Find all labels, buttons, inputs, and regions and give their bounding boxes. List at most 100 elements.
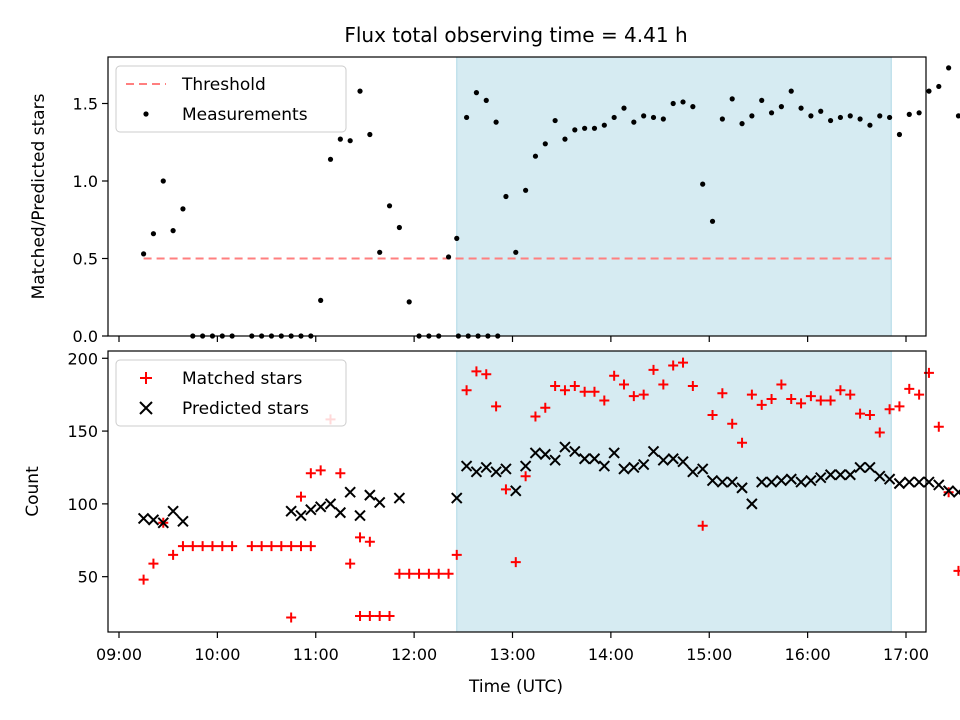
data-point (180, 206, 186, 212)
data-point (601, 122, 607, 128)
data-point (510, 557, 521, 568)
data-point (690, 104, 696, 110)
data-point (883, 473, 896, 485)
data-point (736, 482, 748, 494)
x-tick-label: 10:00 (194, 645, 240, 664)
data-point (433, 568, 444, 579)
data-point (137, 512, 150, 525)
data-point (344, 486, 356, 498)
data-point (906, 111, 912, 117)
data-point (824, 469, 837, 481)
data-point (572, 127, 578, 133)
data-point (315, 465, 326, 476)
data-point (955, 113, 960, 119)
y-tick-label: 1.5 (73, 95, 98, 114)
data-point (217, 541, 228, 552)
data-point (765, 476, 778, 488)
data-point (150, 231, 157, 237)
data-point (864, 410, 875, 421)
data-point (404, 568, 415, 579)
data-point (638, 389, 649, 400)
data-point (913, 476, 925, 488)
axes-frame (107, 350, 927, 633)
data-point (314, 501, 327, 513)
data-point (454, 235, 460, 241)
x-tick-label: 17:00 (883, 645, 929, 664)
data-point (377, 249, 383, 255)
data-point (739, 121, 745, 127)
data-point (670, 100, 676, 107)
data-point (177, 515, 189, 528)
data-point (788, 88, 794, 94)
data-point (559, 385, 570, 396)
data-point (334, 506, 347, 519)
data-point (716, 476, 729, 488)
data-point (374, 610, 385, 621)
data-point (357, 88, 363, 94)
data-point (827, 117, 834, 124)
y-tick-label: 200 (67, 349, 98, 368)
data-point (637, 458, 650, 471)
y-axis-label: Matched/Predicted stars (29, 93, 49, 299)
data-point (286, 541, 297, 552)
y-tick-label: 0.5 (73, 250, 98, 269)
data-point (483, 97, 489, 103)
data-point (759, 97, 765, 103)
legend-swatch (143, 111, 149, 117)
data-point (696, 463, 709, 475)
data-point (227, 541, 238, 552)
top-panel: 0.0 0.5 1.0 1.5 Matched/Predicted stars Thres… (29, 56, 960, 346)
data-point (503, 193, 509, 200)
data-point (687, 466, 699, 478)
data-point (445, 254, 452, 260)
data-point (286, 612, 297, 623)
legend-box (115, 359, 347, 427)
data-point (707, 410, 718, 421)
data-point (285, 505, 297, 517)
data-point (579, 386, 590, 397)
data-point (513, 249, 519, 255)
bottom-panel: 50 100 150 200 09:00 10:00 11:00 12:00 13:00 14:0… (23, 349, 960, 664)
data-point (207, 541, 218, 552)
x-tick-label: 11:00 (293, 645, 339, 664)
data-point (618, 463, 630, 475)
data-point (539, 448, 551, 461)
data-point (559, 441, 571, 453)
data-point (500, 463, 512, 475)
data-point (582, 125, 588, 131)
data-point (470, 466, 483, 478)
y-tick-label: 150 (67, 422, 98, 441)
data-point (855, 408, 866, 419)
data-point (157, 517, 169, 529)
data-point (658, 379, 669, 390)
data-point (775, 474, 788, 487)
data-point (148, 558, 159, 569)
data-point (808, 113, 814, 119)
data-point (364, 489, 376, 501)
x-tick-label: 13:00 (489, 645, 535, 664)
data-point (562, 136, 568, 142)
data-point (591, 125, 598, 131)
data-point (569, 445, 581, 458)
data-point (493, 119, 499, 125)
data-point (295, 491, 306, 502)
data-point (926, 88, 932, 94)
data-point (628, 391, 639, 402)
data-point (147, 514, 160, 526)
y-tick-label: 1.0 (73, 172, 98, 191)
data-point (532, 153, 539, 159)
data-point (706, 474, 719, 487)
data-point (756, 399, 767, 410)
data-point (552, 117, 558, 124)
data-point (631, 119, 637, 125)
data-point (318, 297, 324, 303)
data-point (588, 453, 601, 465)
data-point (618, 379, 629, 390)
data-point (737, 437, 748, 448)
data-point (825, 395, 836, 406)
data-point (384, 610, 395, 621)
data-point (648, 364, 659, 375)
data-point (480, 461, 492, 474)
data-point (460, 460, 473, 472)
data-point (335, 468, 346, 479)
